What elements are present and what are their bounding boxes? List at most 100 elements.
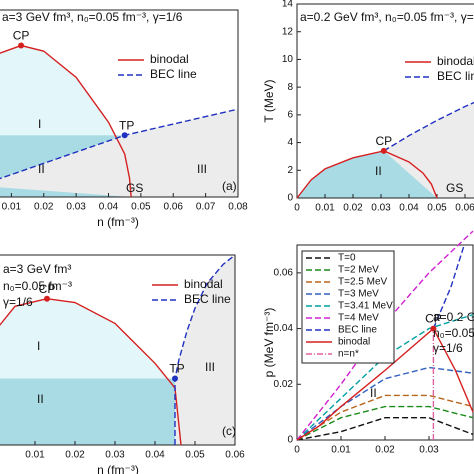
- x-tick-label: 0.03: [66, 202, 86, 213]
- special-point: [44, 295, 50, 302]
- legend-label: T=3.41 MeV: [338, 301, 393, 312]
- legend-label: BEC line: [184, 292, 231, 306]
- annotation: II: [37, 392, 44, 406]
- point-label: CP: [39, 282, 56, 296]
- x-tick-label: 0.01: [2, 202, 22, 213]
- legend-label: T=3 MeV: [338, 289, 379, 300]
- x-tick-label: 0.06: [455, 203, 474, 214]
- point-label: CP: [375, 134, 392, 148]
- y-tick-label: 8: [287, 82, 293, 93]
- annotation: III: [205, 360, 215, 374]
- legend-label: BEC line: [338, 325, 377, 336]
- y-tick-label: 4: [287, 137, 293, 148]
- y-tick-label: 0: [287, 435, 293, 446]
- x-tick-label: 0.06: [164, 202, 184, 213]
- special-point: [172, 375, 178, 382]
- panel: 0.01 0.02 0.03 0.04 0.05 0.06 0.07 0.08 n (fm⁻³)…: [0, 9, 248, 229]
- series-line: [296, 394, 474, 441]
- legend-label: binodal: [437, 54, 474, 68]
- y-tick-label: 14: [282, 0, 294, 10]
- series-line: [0, 297, 182, 446]
- region-shade: [0, 378, 175, 445]
- x-tick-label: 0.02: [375, 445, 395, 456]
- x-tick-label: 0: [294, 203, 300, 214]
- point-label: CP: [13, 29, 30, 43]
- annotation: a=0.2 G: [433, 310, 474, 324]
- legend-label: n=n*: [338, 349, 359, 360]
- series-line: [174, 254, 236, 445]
- x-tick-label: 0.01: [315, 203, 335, 214]
- special-point: [18, 42, 25, 49]
- legend-label: T=0: [338, 253, 356, 264]
- y-tick-label: 0.06: [274, 267, 294, 278]
- x-axis-label: n (fm⁻³): [97, 215, 139, 229]
- annotation: GS: [446, 181, 463, 195]
- annotation: a=0.2 GeV fm³, n₀=0.05 fm⁻³, γ=1/6: [300, 10, 474, 24]
- x-tick-label: 0.06: [225, 450, 245, 461]
- x-tick-label: 0.08: [228, 202, 248, 213]
- legend-label: binodal: [184, 277, 223, 291]
- annotation: a=3 GeV fm³: [3, 262, 71, 276]
- annotation: I: [38, 117, 41, 131]
- annotation: GS: [126, 181, 143, 195]
- x-tick-label: 0.07: [196, 202, 216, 213]
- x-tick-label: 0.01: [331, 445, 351, 456]
- plot-frame: [296, 3, 474, 199]
- x-tick-label: 0.04: [99, 202, 119, 213]
- annotation: II: [375, 164, 382, 178]
- x-axis-label: n (fm⁻³): [97, 463, 139, 474]
- region-shade: [0, 109, 238, 197]
- x-tick-label: 0.02: [65, 450, 85, 461]
- legend-label: T=2.5 MeV: [338, 277, 388, 288]
- series-line: [296, 327, 474, 441]
- x-tick-label: 0.05: [185, 450, 205, 461]
- x-tick-label: 0.03: [371, 203, 391, 214]
- x-tick-label: 0.02: [34, 202, 54, 213]
- legend-label: T=4 MeV: [338, 313, 379, 324]
- x-tick-label: 0.05: [427, 203, 447, 214]
- series-line: [383, 101, 474, 152]
- x-tick-label: 0.03: [419, 445, 439, 456]
- y-tick-label: 12: [282, 26, 294, 37]
- special-point: [430, 325, 437, 332]
- panel: 0.01 0.02 0.03 0.04 0.05 0.06 n (fm⁻³) CP TP bino…: [0, 254, 245, 474]
- point-label: TP: [119, 118, 134, 132]
- annotation: (a): [222, 179, 237, 193]
- annotation: II: [38, 162, 45, 176]
- y-tick-label: 0.02: [274, 379, 294, 390]
- x-tick-label: 0.04: [399, 203, 419, 214]
- y-tick-label: 10: [282, 54, 294, 65]
- x-tick-label: 0.03: [105, 450, 125, 461]
- panel: 0 0.01 0.02 0.03 0 0.02 0.04 0.06 p (MeV fm⁻³) CP…: [262, 230, 474, 456]
- legend-label: binodal: [150, 52, 189, 66]
- x-tick-label: 0.02: [343, 203, 363, 214]
- annotation: (c): [222, 424, 236, 438]
- annotation: γ=1/6: [433, 341, 463, 355]
- annotation: n₀=0.05: [433, 326, 474, 340]
- legend-label: BEC line: [437, 69, 474, 83]
- y-tick-label: 2: [287, 165, 293, 176]
- annotation: III: [197, 162, 207, 176]
- x-tick-label: 0.05: [131, 202, 151, 213]
- legend-label: T=2 MeV: [338, 265, 379, 276]
- annotation: n₀=0.05 fm⁻³: [3, 279, 72, 293]
- annotation: I: [37, 339, 40, 353]
- series-line: [296, 405, 474, 441]
- legend-label: BEC line: [150, 67, 197, 81]
- annotation: γ=1/6: [3, 295, 33, 309]
- legend-label: binodal: [338, 337, 370, 348]
- annotation: II: [370, 386, 377, 400]
- y-tick-label: 6: [287, 109, 293, 120]
- region-shade: [175, 255, 235, 445]
- point-label: TP: [169, 362, 184, 376]
- x-tick-label: 0: [294, 445, 300, 456]
- series-line: [0, 44, 132, 198]
- y-tick-label: 0.04: [274, 323, 294, 334]
- panel: 0 0.01 0.02 0.03 0.04 0.05 0.06 0 2 4 6 8 10 12 14 T (M…: [262, 0, 474, 214]
- special-point: [121, 132, 128, 139]
- series-line: [432, 244, 465, 329]
- annotation: a=3 GeV fm³, n₀=0.05 fm⁻³, γ=1/6: [2, 10, 183, 24]
- x-tick-label: 0.01: [25, 450, 45, 461]
- region-shade: [383, 102, 474, 198]
